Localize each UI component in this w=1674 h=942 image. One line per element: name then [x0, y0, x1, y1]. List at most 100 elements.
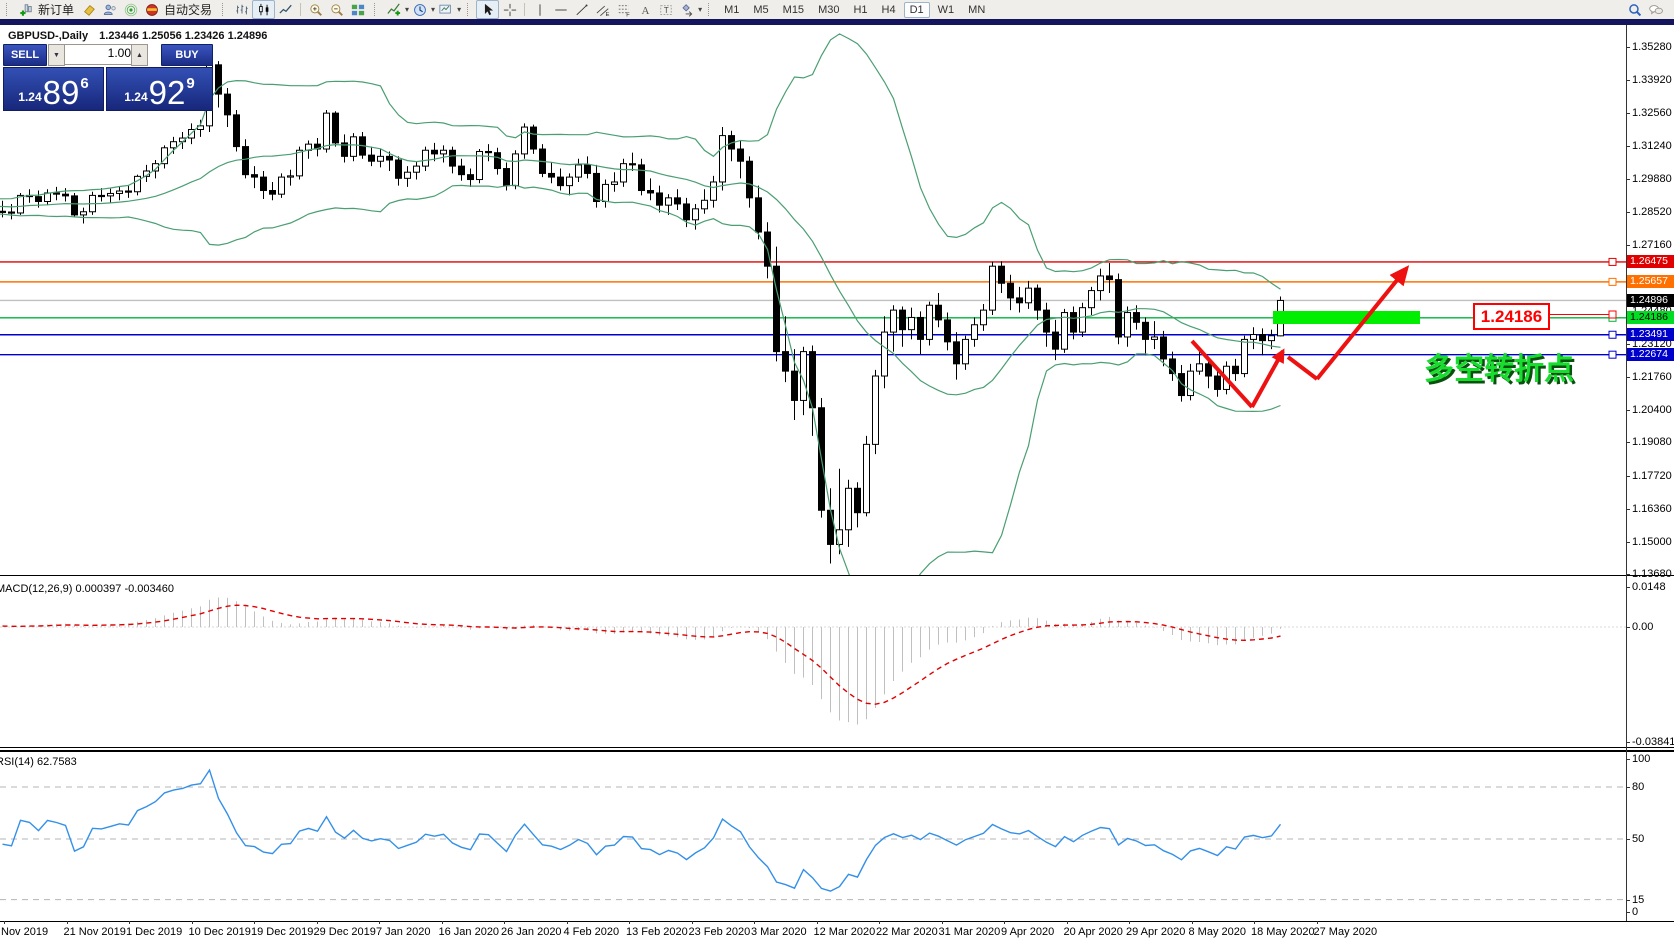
vertical-line-icon[interactable] — [529, 1, 550, 18]
macd-value-main: 0.000397 — [75, 583, 122, 595]
time-axis-border — [0, 921, 1674, 922]
volume-input[interactable]: 1.00 — [64, 44, 137, 65]
timeframe-M1[interactable]: M1 — [724, 3, 740, 16]
cursor-icon[interactable] — [476, 0, 500, 19]
timeframe-H1[interactable]: H1 — [853, 3, 868, 16]
text-icon[interactable]: A — [634, 1, 655, 18]
date-tick-label: 26 Jan 2020 — [501, 926, 562, 938]
crosshair-icon[interactable] — [499, 1, 520, 18]
chevron-down-icon[interactable]: ▾ — [405, 5, 410, 14]
line-chart-icon[interactable] — [275, 1, 296, 18]
equidistant-channel-icon[interactable]: E — [592, 1, 613, 18]
candlestick-chart-icon[interactable] — [252, 0, 276, 19]
price-tick-label: 1.15000 — [1632, 535, 1672, 548]
timeframe-D1[interactable]: D1 — [903, 1, 930, 18]
volume-decrease-button[interactable]: ▼ — [48, 44, 65, 66]
date-tick-label: 20 Apr 2020 — [1063, 926, 1123, 938]
sell-price-panel[interactable]: 1.24 89 6 — [3, 67, 104, 111]
price-tick-label: 1.29880 — [1632, 172, 1672, 185]
date-tick-mark — [379, 921, 380, 924]
price-badge: 1.25657 — [1627, 275, 1674, 289]
zoom-out-icon[interactable] — [326, 1, 347, 18]
panel-separator[interactable] — [0, 747, 1674, 748]
date-tick-mark — [1254, 921, 1255, 924]
tile-windows-icon[interactable] — [347, 1, 368, 18]
chevron-down-icon[interactable]: ▾ — [431, 5, 436, 14]
periods-icon[interactable] — [409, 1, 430, 18]
svg-text:F: F — [626, 12, 630, 16]
indicators-icon[interactable] — [383, 1, 404, 18]
timeframe-M15[interactable]: M15 — [782, 3, 805, 16]
timeframe-H4[interactable]: H4 — [881, 3, 896, 16]
price-tick-mark — [1626, 113, 1630, 115]
chevron-down-icon[interactable]: ▾ — [698, 5, 703, 14]
bar-chart-icon[interactable] — [231, 1, 252, 18]
price-badge: 1.23491 — [1627, 328, 1674, 342]
price-tick-label: 1.17720 — [1632, 469, 1672, 482]
toolbar-grip — [708, 3, 713, 16]
trendline-icon[interactable] — [571, 1, 592, 18]
timeframe-M5[interactable]: M5 — [753, 3, 769, 16]
price-tick-mark — [1626, 47, 1630, 48]
date-tick-mark — [1129, 921, 1130, 924]
price-tick-mark — [1626, 410, 1630, 412]
buy-button[interactable]: BUY — [161, 44, 213, 66]
chevron-down-icon[interactable]: ▾ — [457, 5, 462, 14]
timeframe-W1[interactable]: W1 — [937, 3, 955, 16]
profiles-icon[interactable] — [99, 1, 120, 18]
date-tick-label: 19 Dec 2019 — [251, 926, 314, 938]
eraser-icon[interactable] — [78, 1, 99, 18]
auto-trading-icon[interactable] — [141, 1, 162, 18]
date-tick-label: 31 Mar 2020 — [938, 926, 1001, 938]
volume-increase-button[interactable]: ▲ — [131, 44, 148, 66]
templates-icon[interactable] — [435, 1, 456, 18]
panel-separator[interactable] — [0, 575, 1674, 576]
toolbar: 新订单 自动交易 ▾ ▾ ▾ E F A T ▾ M1 M5 M15 M30 H1 H4 D… — [0, 0, 1674, 20]
shapes-icon[interactable] — [676, 1, 697, 18]
date-tick-label: 22 Mar 2020 — [876, 926, 938, 938]
macd-axis-label: 0.0148 — [1632, 581, 1666, 593]
price-tick-mark — [1626, 442, 1630, 444]
text-label-icon[interactable]: T — [655, 1, 676, 18]
price-tick-label: 1.19080 — [1632, 436, 1672, 449]
date-tick-mark — [1316, 921, 1318, 924]
sell-button[interactable]: SELL — [3, 44, 47, 66]
timeframe-M30[interactable]: M30 — [818, 3, 840, 16]
price-tick-mark — [1626, 211, 1630, 213]
buy-price-panel[interactable]: 1.24 92 9 — [106, 67, 213, 111]
date-tick-mark — [1004, 921, 1005, 924]
macd-indicator-panel — [0, 597, 1626, 725]
auto-trading-label[interactable]: 自动交易 — [164, 3, 213, 17]
new-order-icon[interactable] — [15, 1, 36, 18]
fibonacci-icon[interactable]: F — [613, 1, 634, 18]
date-tick-label: 12 Mar 2020 — [813, 926, 876, 938]
rsi-axis-label: 15 — [1632, 894, 1645, 906]
rsi-tick-mark — [1626, 900, 1630, 901]
signals-icon[interactable] — [120, 1, 141, 18]
timeframe-MN[interactable]: MN — [968, 3, 986, 16]
rsi-indicator-panel — [0, 768, 1626, 901]
date-tick-label: 9 Apr 2020 — [1001, 926, 1055, 938]
turning-point-note: 多空转折点 — [1424, 353, 1574, 386]
zoom-in-icon[interactable] — [305, 1, 326, 18]
rsi-tick-mark — [1626, 839, 1630, 840]
chat-icon[interactable] — [1645, 1, 1666, 18]
date-tick-label: 1 Dec 2019 — [126, 926, 183, 938]
macd-value-signal: -0.003460 — [124, 583, 174, 595]
date-tick-mark — [4, 921, 5, 924]
buy-price-big: 92 — [148, 74, 186, 111]
panel-separator[interactable] — [0, 750, 1674, 752]
search-icon[interactable] — [1624, 1, 1645, 18]
date-tick-label: 4 Feb 2020 — [563, 926, 620, 938]
date-tick-mark — [441, 921, 443, 924]
price-tick-label: 1.31240 — [1632, 139, 1672, 152]
price-tick-mark — [1626, 343, 1630, 345]
price-tick-mark — [1626, 310, 1630, 312]
new-order-label[interactable]: 新订单 — [38, 3, 75, 17]
macd-tick-mark — [1626, 742, 1630, 743]
price-badge: 1.26475 — [1627, 255, 1674, 269]
date-tick-mark — [504, 921, 505, 924]
horizontal-line-icon[interactable] — [550, 1, 571, 18]
toolbar-grip — [374, 3, 379, 16]
